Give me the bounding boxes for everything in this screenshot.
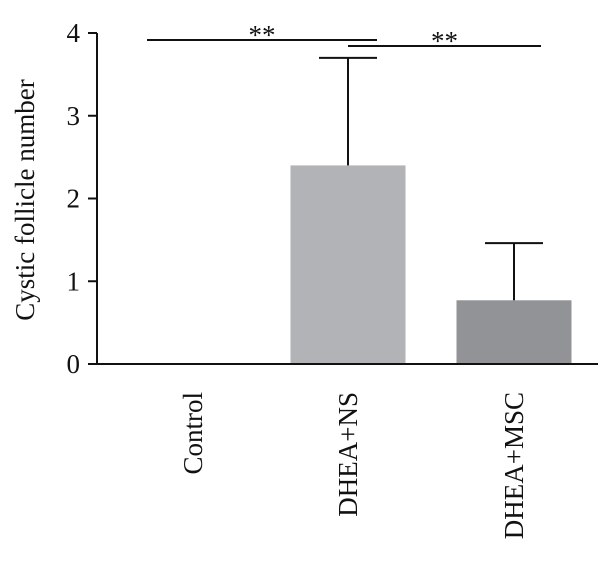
y-axis-title: Cystic follicle number: [10, 79, 40, 320]
x-tick-label: Control: [178, 392, 208, 475]
bar-dhea-ns: [290, 165, 406, 364]
x-tick-label: DHEA+MSC: [499, 392, 529, 539]
significance-label: **: [431, 26, 458, 56]
error-bars-group: [319, 56, 543, 301]
x-axis-labels: Control DHEA+NS DHEA+MSC: [178, 392, 529, 539]
y-tick-label: 4: [67, 18, 81, 48]
significance-label: **: [249, 20, 276, 50]
y-tick-label: 2: [67, 184, 81, 214]
bars-group: [290, 165, 572, 364]
y-axis-ticks: 0 1 2 3 4: [67, 18, 97, 379]
x-tick-label: DHEA+NS: [333, 392, 363, 517]
y-tick-label: 0: [67, 349, 81, 379]
y-tick-label: 3: [67, 101, 81, 131]
significance-group: ** **: [147, 20, 541, 56]
y-tick-label: 1: [67, 266, 81, 296]
bar-dhea-msc: [456, 300, 572, 364]
